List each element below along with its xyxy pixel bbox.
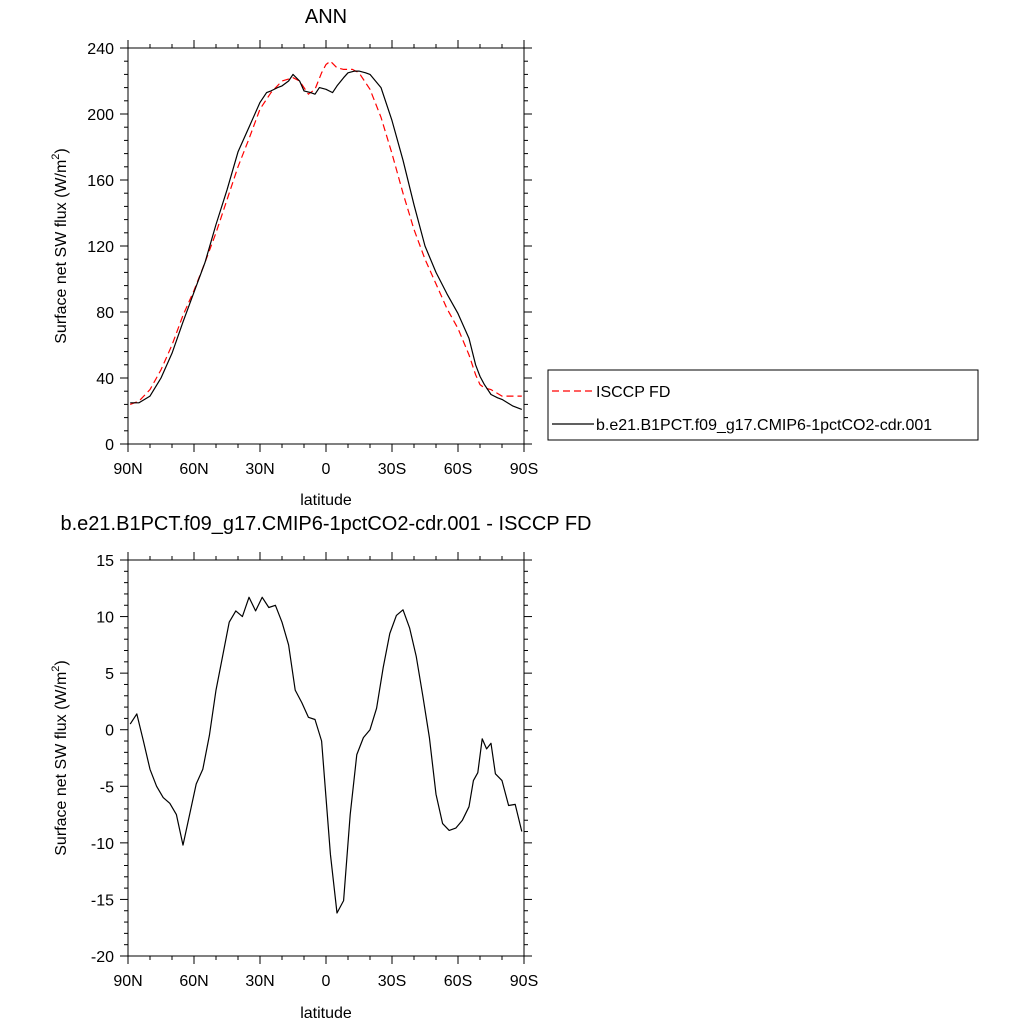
- bottom-plot-frame: [127, 559, 525, 957]
- legend-label-isccp: ISCCP FD: [596, 384, 670, 401]
- top-y-tick-label: 80: [96, 305, 114, 322]
- bottom-y-tick-label: -10: [91, 836, 114, 853]
- top-axis-ticks: 90N 60N 30N 0 30S 60S 90S 0 40 80 120 160 200 240: [87, 40, 538, 478]
- bottom-chart-title: b.e21.B1PCT.f09_g17.CMIP6-1pctCO2-cdr.00…: [61, 513, 592, 535]
- bottom-x-axis-title: latitude: [300, 1005, 352, 1022]
- bottom-x-tick-label: 90N: [113, 973, 142, 990]
- bottom-x-tick-label: 0: [322, 973, 331, 990]
- bottom-y-tick-label: 0: [105, 723, 114, 740]
- top-y-axis-title-main: Surface net SW flux (W/m: [53, 160, 70, 344]
- top-x-tick-label: 60S: [444, 461, 472, 478]
- top-x-tick-label: 0: [322, 461, 331, 478]
- bottom-x-tick-label: 90S: [510, 973, 538, 990]
- top-x-tick-label: 90N: [113, 461, 142, 478]
- top-x-axis-title: latitude: [300, 492, 352, 509]
- top-x-tick-label: 60N: [179, 461, 208, 478]
- top-y-axis-title-sup: 2: [50, 154, 62, 160]
- top-y-tick-label: 240: [87, 41, 114, 58]
- top-plot-frame: [127, 47, 525, 445]
- top-y-tick-label: 40: [96, 371, 114, 388]
- top-chart-title: ANN: [305, 6, 347, 28]
- bottom-x-tick-label: 30N: [245, 973, 274, 990]
- legend: ISCCP FD b.e21.B1PCT.f09_g17.CMIP6-1pctC…: [547, 369, 979, 441]
- bottom-chart-panel: b.e21.B1PCT.f09_g17.CMIP6-1pctCO2-cdr.00…: [50, 513, 592, 1022]
- bottom-x-tick-label: 60N: [179, 973, 208, 990]
- top-x-tick-label: 30N: [245, 461, 274, 478]
- bottom-x-tick-label: 30S: [378, 973, 406, 990]
- top-y-tick-label: 0: [105, 437, 114, 454]
- bottom-y-axis-title-sup: 2: [50, 666, 62, 672]
- top-series-line-0: [129, 60, 522, 405]
- legend-label-model: b.e21.B1PCT.f09_g17.CMIP6-1pctCO2-cdr.00…: [596, 417, 932, 434]
- top-y-tick-label: 120: [87, 239, 114, 256]
- top-x-tick-label: 30S: [378, 461, 406, 478]
- bottom-x-tick-label: 60S: [444, 973, 472, 990]
- top-y-tick-label: 200: [87, 107, 114, 124]
- bottom-series-group: [129, 596, 523, 914]
- legend-box: [547, 369, 979, 441]
- bottom-y-tick-label: -15: [91, 892, 114, 909]
- bottom-y-tick-label: 15: [96, 553, 114, 570]
- bottom-series-line-0: [129, 596, 523, 914]
- top-y-axis-title-tail: ): [53, 148, 70, 153]
- bottom-y-tick-label: 10: [96, 610, 114, 627]
- top-chart-panel: ANN 90N 60N 30N 0 30S 60S 90S 0 40 80 120 160 200 240…: [50, 6, 979, 509]
- bottom-y-axis-title-main: Surface net SW flux (W/m: [53, 672, 70, 856]
- top-series-group: [129, 60, 523, 410]
- bottom-y-axis-title-tail: ): [53, 660, 70, 665]
- bottom-y-tick-label: -20: [91, 949, 114, 966]
- bottom-y-tick-label: 5: [105, 666, 114, 683]
- bottom-axis-ticks: 90N 60N 30N 0 30S 60S 90S -20 -15 -10 -5 0 5 10 15: [91, 552, 538, 990]
- bottom-y-axis-title: Surface net SW flux (W/m2): [50, 660, 70, 856]
- top-y-tick-label: 160: [87, 173, 114, 190]
- top-series-line-1: [130, 70, 523, 410]
- bottom-y-tick-label: -5: [100, 779, 114, 796]
- top-y-axis-title: Surface net SW flux (W/m2): [50, 148, 70, 344]
- top-x-tick-label: 90S: [510, 461, 538, 478]
